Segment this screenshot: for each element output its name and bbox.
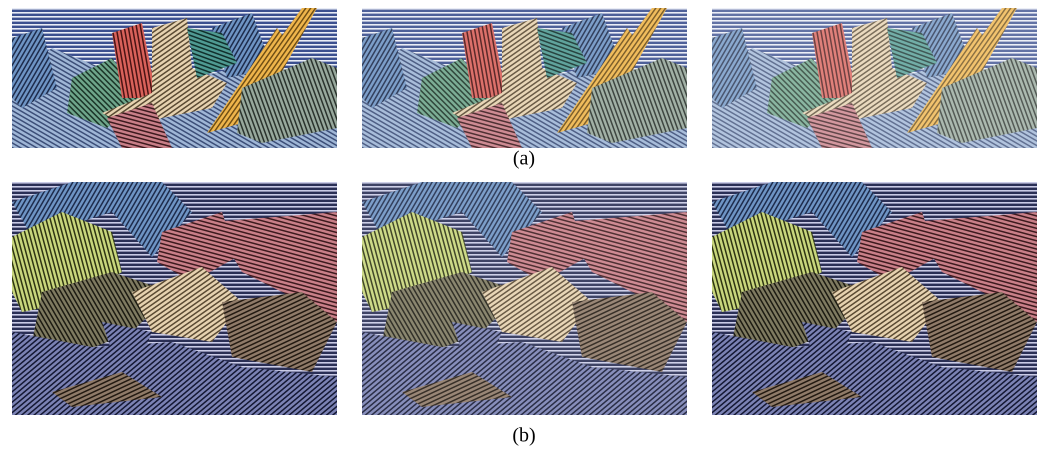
image-panel [362, 8, 687, 148]
image-panel [12, 8, 337, 148]
image-panel [712, 182, 1037, 415]
page: (a) (b) [0, 0, 1043, 453]
row-b: (b) [12, 182, 1037, 447]
image-panel [12, 182, 337, 415]
row-a: (a) [12, 8, 1037, 170]
figure: (a) (b) [0, 0, 1043, 453]
image-panel [362, 182, 687, 415]
panel-caption: (b) [512, 425, 535, 447]
panel-caption: (a) [513, 148, 535, 170]
image-panel [712, 8, 1037, 148]
